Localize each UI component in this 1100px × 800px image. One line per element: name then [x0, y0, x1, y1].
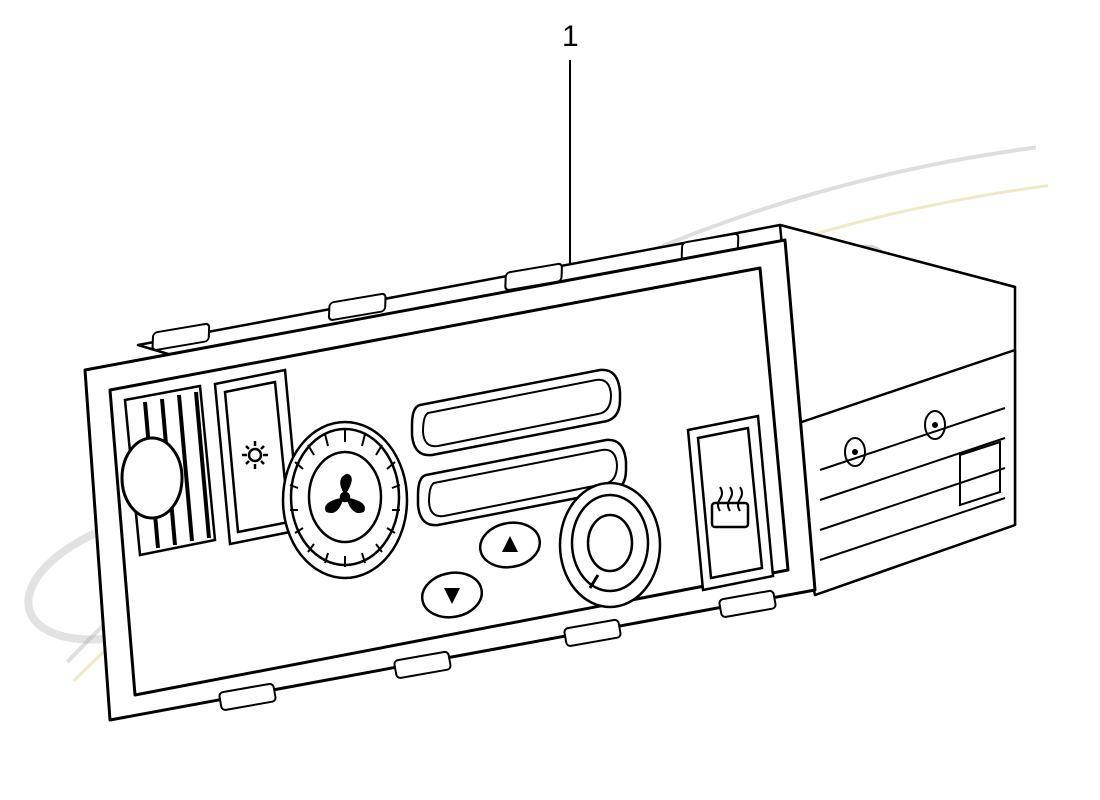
- defrost-rocker-switch: [688, 416, 773, 590]
- temp-knob: [560, 483, 660, 607]
- control-unit-drawing: [0, 0, 1100, 800]
- diagram-stage: eurospares a passion for parts since 198…: [0, 0, 1100, 800]
- fan-knob: [283, 422, 407, 578]
